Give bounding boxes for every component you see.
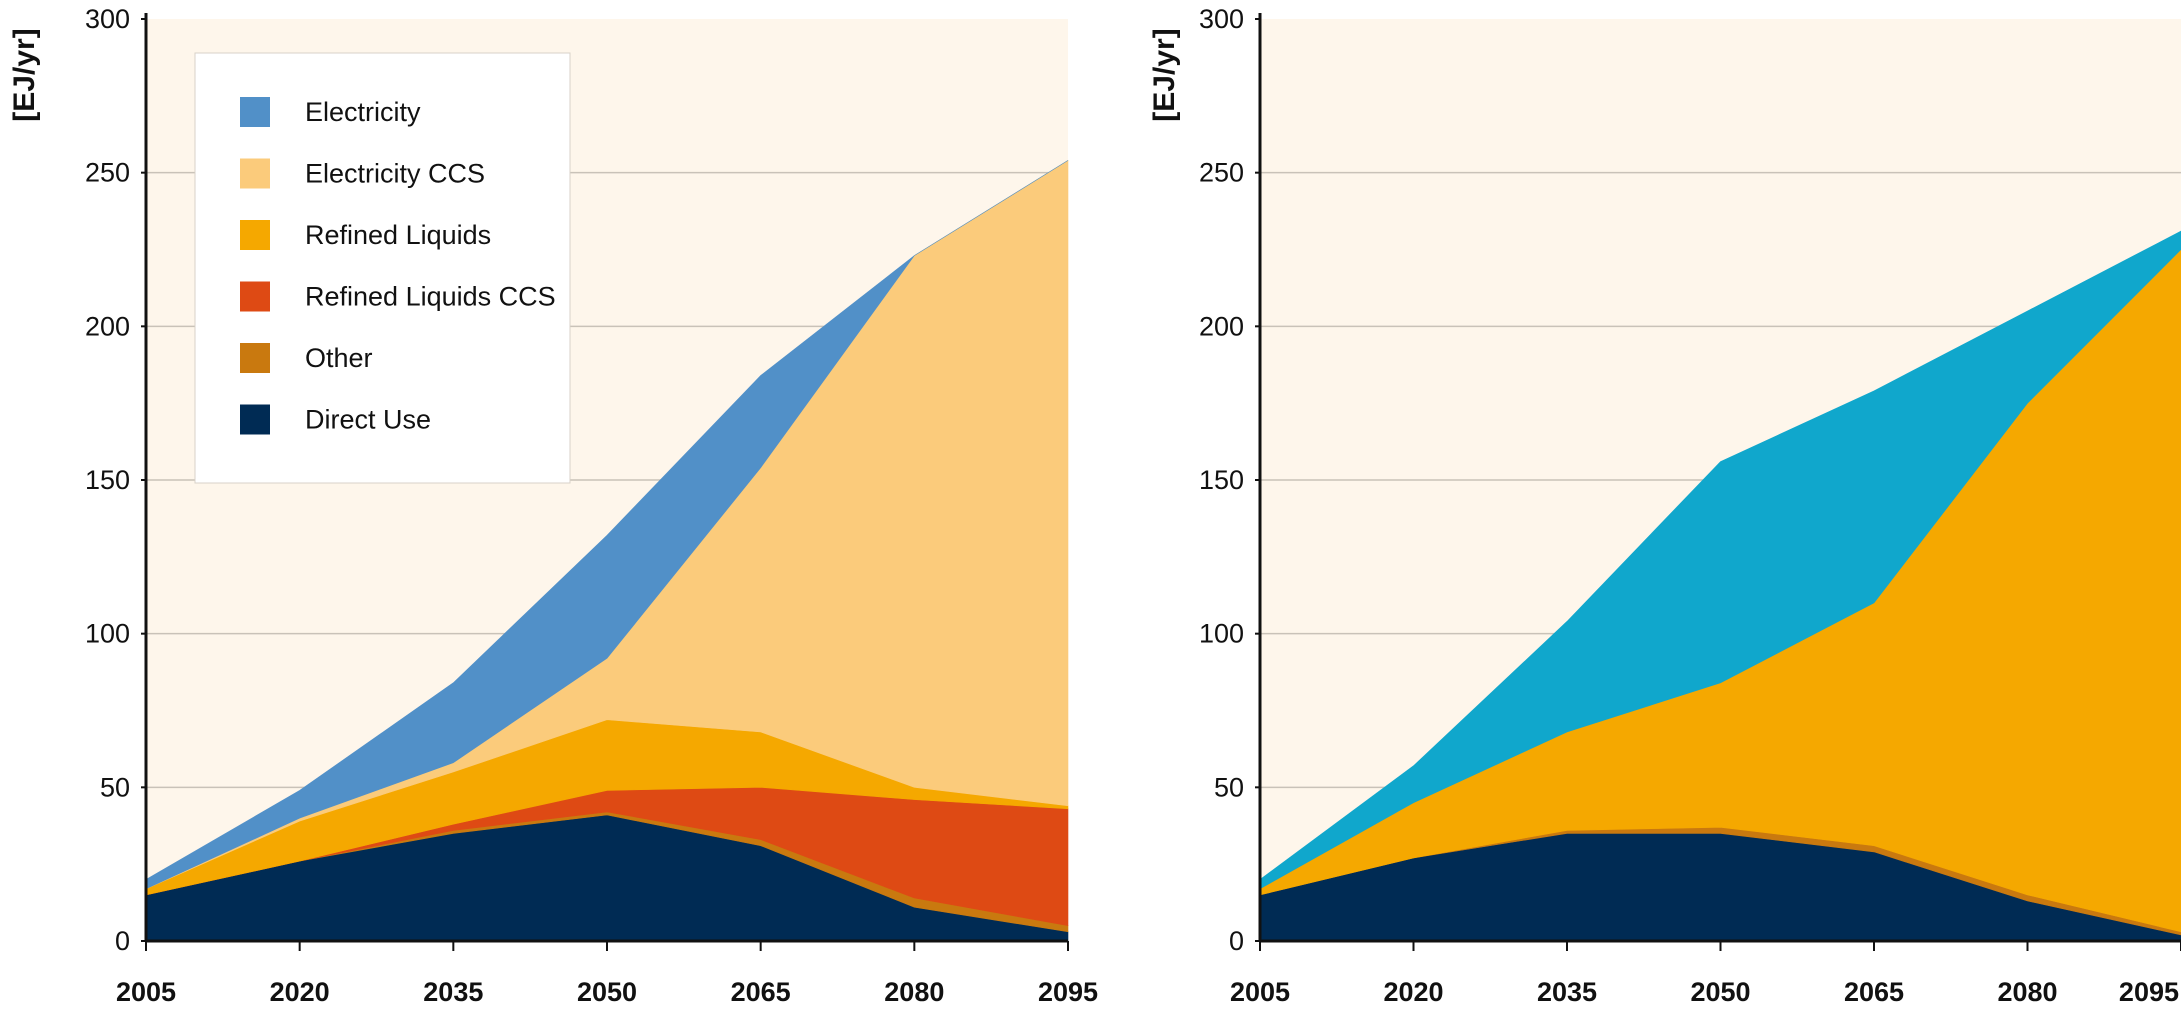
left-chart-panel: 0 50 100 150 200 250 300 2005 2020 2035 2050 2065 20… xyxy=(8,4,1098,1007)
y-tick-label-150: 150 xyxy=(85,465,130,495)
x-tick-label-2065: 2065 xyxy=(731,977,791,1007)
legend: Electricity Electricity CCS Refined Liquid… xyxy=(194,52,571,484)
legend-label-direct-use: Direct Use xyxy=(305,405,431,435)
x-tick-label-2020: 2020 xyxy=(1383,977,1443,1007)
y-tick-label-150: 150 xyxy=(1199,465,1244,495)
y-axis-title: [EJ/yr] xyxy=(8,28,41,121)
x-tick-label-2020: 2020 xyxy=(270,977,330,1007)
x-tick-label-2080: 2080 xyxy=(1997,977,2057,1007)
y-tick-label-50: 50 xyxy=(1214,772,1244,802)
x-tick-label-2050: 2050 xyxy=(577,977,637,1007)
legend-swatch-refined-liquids-ccs xyxy=(240,281,270,312)
x-tick-label-2005: 2005 xyxy=(1230,977,1290,1007)
y-axis-title: [EJ/yr] xyxy=(1148,28,1181,121)
area-layer-4 xyxy=(1259,230,2181,890)
y-tick-label-200: 200 xyxy=(85,311,130,341)
legend-swatch-direct-use xyxy=(240,404,270,435)
x-tick-label-2035: 2035 xyxy=(1537,977,1597,1007)
legend-swatch-other xyxy=(240,343,270,373)
y-tick-label-250: 250 xyxy=(85,158,130,188)
legend-label-electricity-ccs: Electricity CCS xyxy=(305,159,485,189)
area-electricity xyxy=(145,160,1069,890)
y-tick-label-300: 300 xyxy=(85,4,130,34)
y-tick-label-200: 200 xyxy=(1199,311,1244,341)
y-tick-label-0: 0 xyxy=(115,926,130,956)
x-tick-label-2050: 2050 xyxy=(1690,977,1750,1007)
y-tick-label-100: 100 xyxy=(85,619,130,649)
y-tick-label-0: 0 xyxy=(1229,926,1244,956)
x-tick-label-2080: 2080 xyxy=(884,977,944,1007)
legend-label-refined-liquids: Refined Liquids xyxy=(305,220,491,250)
legend-label-electricity: Electricity xyxy=(305,97,421,127)
legend-swatch-refined-liquids xyxy=(240,220,270,250)
x-tick-label-2065: 2065 xyxy=(1844,977,1904,1007)
legend-label-refined-liquids-ccs: Refined Liquids CCS xyxy=(305,282,556,312)
y-tick-label-250: 250 xyxy=(1199,158,1244,188)
x-tick-label-2035: 2035 xyxy=(423,977,483,1007)
x-tick-label-2095: 2095 xyxy=(1038,977,1098,1007)
legend-label-other: Other xyxy=(305,343,373,373)
x-tick-label-2005: 2005 xyxy=(116,977,176,1007)
y-tick-label-50: 50 xyxy=(100,772,130,802)
y-tick-label-100: 100 xyxy=(1199,619,1244,649)
legend-swatch-electricity xyxy=(240,97,270,127)
x-tick-label-2095: 2095 xyxy=(2119,977,2179,1007)
legend-swatch-electricity-ccs xyxy=(240,158,270,189)
y-tick-label-300: 300 xyxy=(1199,4,1244,34)
right-chart-panel: 0 50 100 150 200 250 300 2005 2020 2035 2050 2065 20… xyxy=(1148,4,2181,1007)
